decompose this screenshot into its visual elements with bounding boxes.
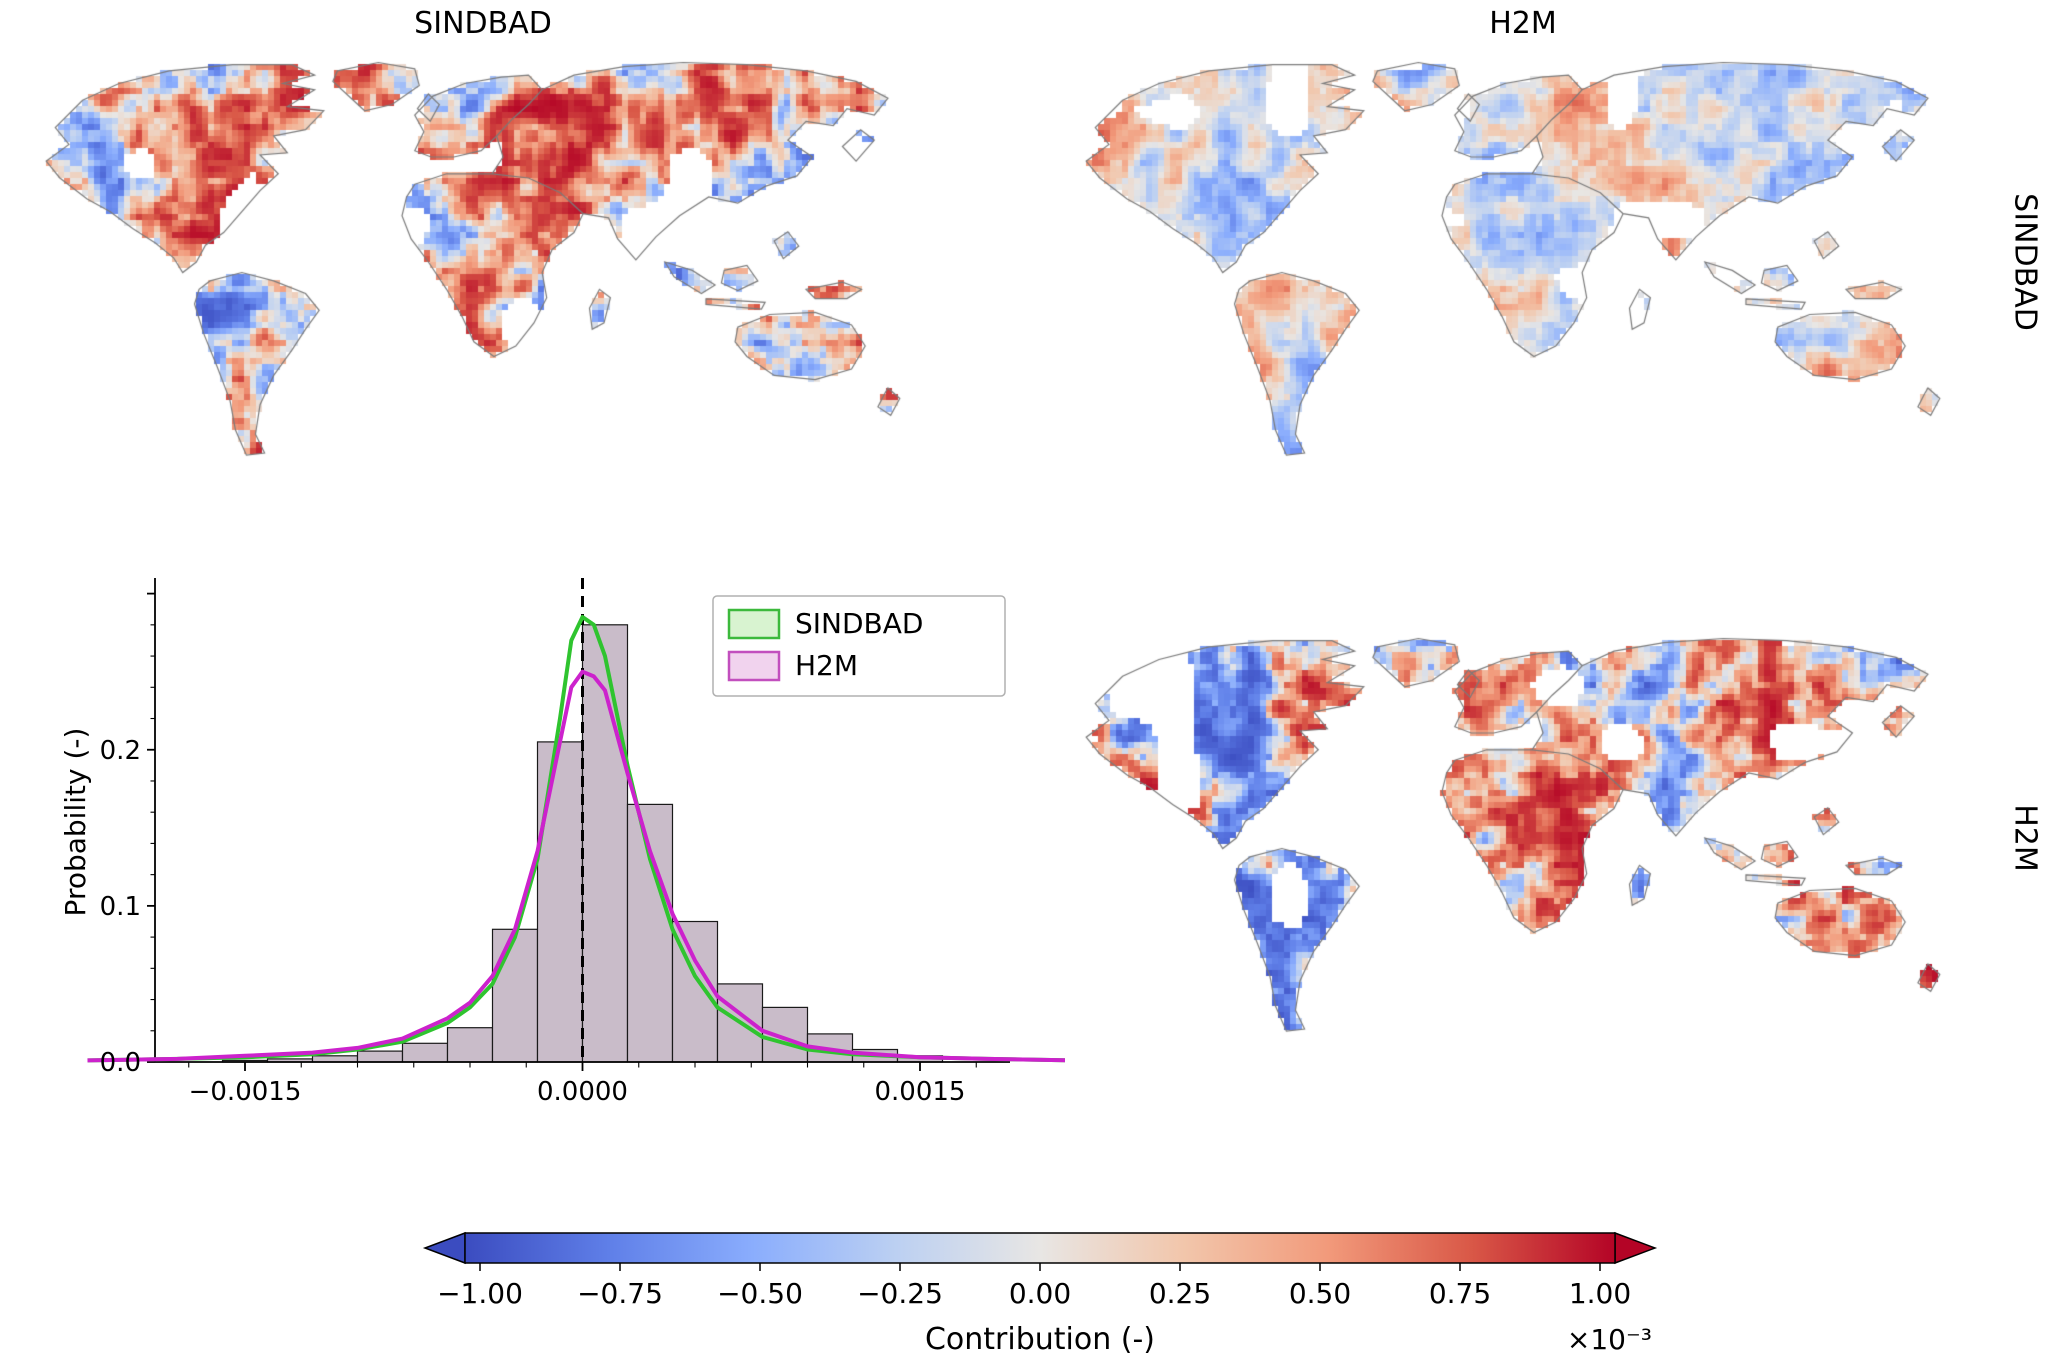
y-tick-label-2: 0.2 [100,736,141,766]
legend-label-sindbad: SINDBAD [795,607,923,640]
histogram-bars [221,624,944,1063]
map-canvas-sindbad-sindbad [28,52,938,472]
colorbar-tick-label-1: −0.75 [577,1277,663,1310]
colorbar-left-arrow [422,1231,466,1265]
legend-swatch-sindbad [727,608,781,640]
colorbar-tick-label-4: 0.00 [1009,1277,1071,1310]
y-tick-label-1: 0.1 [100,892,141,922]
colorbar-scale-note: ×10⁻³ [1567,1323,1652,1356]
y-axis-label: Probability (-) [59,728,92,917]
colorbar-tick-label-7: 0.75 [1429,1277,1491,1310]
row-label-h2m: H2M [2007,804,2043,872]
kde-curves [87,615,1065,1063]
histogram-panel: Probability (-) 0.0 0.1 0.2 −0.0015 0.00… [59,578,1065,1107]
column-title-h2m: H2M [1489,6,1557,41]
colorbar-label: Contribution (-) [925,1322,1155,1357]
y-tick-label-0: 0.0 [100,1048,141,1078]
colorbar-tick-label-3: −0.25 [857,1277,943,1310]
legend-label-h2m: H2M [795,649,858,682]
kde-line-sindbad [87,615,1065,1063]
colorbar-tick-label-8: 1.00 [1569,1277,1631,1310]
map-canvas-h2m-sindbad [1068,52,1978,472]
map-canvas-h2m-h2m [1068,628,1978,1048]
histogram-bar [356,1050,404,1063]
colorbar-tick-label-5: 0.25 [1149,1277,1211,1310]
colorbar-tick-label-0: −1.00 [437,1277,523,1310]
histogram-bar [401,1042,449,1063]
legend: SINDBAD H2M [712,595,1006,697]
column-title-sindbad: SINDBAD [414,6,552,41]
colorbar-tick-label-2: −0.50 [717,1277,803,1310]
colorbar-ticks [479,1263,1601,1271]
x-tick-label-0: −0.0015 [189,1077,302,1107]
legend-swatch-h2m [727,650,781,682]
legend-box [712,595,1006,697]
colorbar-gradient [464,1232,1616,1264]
histogram-axes [147,578,1010,1071]
colorbar-tick-label-6: 0.50 [1289,1277,1351,1310]
colorbar: −1.00 −0.75 −0.50 −0.25 0.00 0.25 0.50 0… [422,1231,1658,1357]
x-tick-label-1: 0.0000 [537,1077,628,1107]
histogram-bar [626,803,674,1063]
histogram-bar [446,1027,494,1063]
histogram-bar [491,928,539,1063]
colorbar-right-arrow [1614,1231,1658,1265]
x-tick-label-2: 0.0015 [875,1077,966,1107]
histogram-bar [311,1055,359,1063]
row-label-sindbad: SINDBAD [2007,193,2043,331]
kde-line-h2m [87,669,1065,1063]
histogram-bar [536,741,584,1063]
